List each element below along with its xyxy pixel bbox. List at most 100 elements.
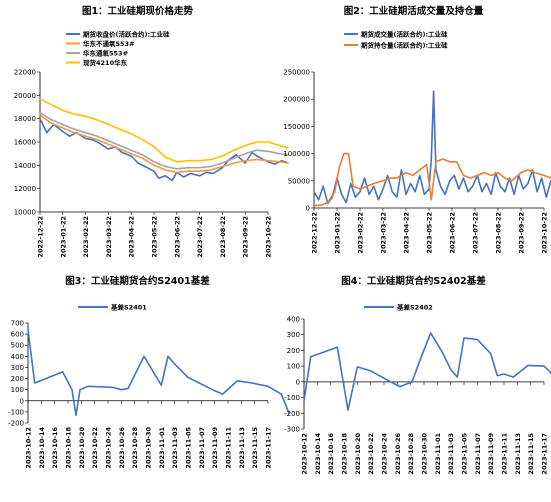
legend-label: 期货持仓量(活跃合约):工业硅 — [361, 41, 448, 50]
x-tick-label: 2023-11-01 — [434, 433, 442, 475]
x-tick-label: 2023-05-22 — [151, 216, 159, 258]
y-tick-label: 150000 — [283, 123, 310, 131]
x-tick-label: 2023-10-14 — [38, 427, 46, 469]
x-tick-label: 2023-11-15 — [251, 427, 259, 469]
x-tick-label: 2023-11-05 — [185, 427, 193, 469]
x-tick-label: 2023-10-30 — [145, 427, 153, 469]
legend-label: 华东不通氧553# — [83, 39, 135, 48]
x-tick-label: 2022-12-22 — [311, 212, 319, 254]
x-tick-label: 2023-08-22 — [495, 212, 503, 254]
x-tick-label: 2023-10-20 — [78, 427, 86, 469]
chart-title: 图4：工业硅期货合约S2402基差 — [341, 276, 486, 287]
x-tick-label: 2023-11-01 — [158, 427, 166, 469]
chart-title: 图1：工业硅期现价格走势 — [81, 6, 194, 17]
x-tick-label: 2023-11-05 — [461, 433, 469, 475]
x-tick-label: 2023-09-22 — [242, 216, 250, 258]
x-tick-label: 2023-07-22 — [472, 212, 480, 254]
y-tick-label: -100 — [8, 408, 24, 416]
y-tick-label: 600 — [11, 331, 24, 339]
chart-2-svg: 0 50000 100000 150000 200000 250000 2022-12-22… — [283, 30, 551, 254]
series-line — [39, 114, 289, 174]
legend-label: 期货收盘价(活跃合约):工业硅 — [83, 30, 170, 39]
y-tick-label: 100000 — [283, 150, 310, 158]
x-tick-label: 2023-10-24 — [105, 427, 113, 469]
series-line — [39, 112, 289, 170]
legend-label: 基差S2401 — [110, 303, 147, 312]
y-tick-label: 200 — [11, 375, 24, 383]
chart-panel-1: 图1：工业硅期现价格走势 10000 12000 14000 16000 18000 20… — [0, 0, 289, 258]
x-tick-label: 2023-11-17 — [541, 433, 549, 475]
x-tick-label: 2023-10-26 — [118, 427, 126, 469]
chart-panel-4: 图4：工业硅期货合约S2402基差 -300 -200 -100 0 100 200 300… — [276, 251, 551, 502]
x-tick-label: 2023-10-16 — [327, 433, 335, 475]
x-tick-label: 2023-08-22 — [219, 216, 227, 258]
y-tick-label: 200 — [287, 347, 300, 355]
x-tick-label: 2023-09-22 — [518, 212, 526, 254]
x-tick-label: 2023-10-28 — [407, 433, 415, 475]
y-tick-label: 300 — [11, 364, 24, 372]
x-tick-label: 2023-11-11 — [225, 427, 233, 469]
x-tick-label: 2023-10-12 — [25, 427, 33, 469]
x-tick-label: 2023-01-22 — [59, 216, 67, 258]
y-tick-label: 200000 — [283, 96, 310, 104]
x-tick-label: 2023-10-26 — [394, 433, 402, 475]
x-tick-label: 2023-10-16 — [51, 427, 59, 469]
x-tick-label: 2023-11-07 — [198, 427, 206, 469]
x-tick-label: 2023-10-18 — [341, 433, 349, 475]
y-tick-label: 0 — [20, 397, 24, 405]
chart-1-svg: 10000 12000 14000 16000 18000 20000 22000 2022-… — [14, 30, 289, 258]
y-tick-label: 250000 — [283, 69, 310, 77]
x-tick-label: 2023-02-22 — [357, 212, 365, 254]
x-tick-label: 2023-11-07 — [474, 433, 482, 475]
x-tick-label: 2023-10-14 — [314, 433, 322, 475]
y-tick-label: 0 — [306, 205, 310, 213]
x-tick-label: 2023-04-22 — [128, 216, 136, 258]
x-tick-label: 2023-10-22 — [265, 216, 273, 258]
y-tick-label: -200 — [284, 410, 300, 418]
y-tick-label: 22000 — [14, 69, 36, 77]
x-tick-label: 2023-11-15 — [527, 433, 535, 475]
x-tick-label: 2023-10-30 — [421, 433, 429, 475]
y-tick-label: -200 — [8, 420, 24, 428]
legend-label: 现货4210华东 — [83, 58, 128, 67]
x-tick-label: 2023-10-28 — [131, 427, 139, 469]
y-tick-label: 400 — [11, 353, 24, 361]
y-tick-label: 300 — [287, 331, 300, 339]
y-tick-label: -300 — [284, 426, 300, 434]
x-tick-label: 2023-10-24 — [381, 433, 389, 475]
legend-label: 期货成交量(活跃合约):工业硅 — [361, 30, 448, 39]
y-tick-label: -100 — [284, 394, 300, 402]
x-tick-label: 2023-06-22 — [449, 212, 457, 254]
legend-label: 基差S2402 — [396, 303, 433, 312]
chart-4-svg: -300 -200 -100 0 100 200 300 400 2023-10-12 2023-… — [284, 303, 551, 475]
x-tick-label: 2023-03-22 — [380, 212, 388, 254]
y-tick-label: 700 — [11, 320, 24, 328]
x-tick-label: 2023-02-22 — [82, 216, 90, 258]
chart-panel-2: 图2：工业硅期活成交量及持仓量 0 50000 100000 150000 200000… — [276, 0, 551, 254]
chart-title: 图3：工业硅期货合约S2401基差 — [65, 276, 210, 287]
x-tick-label: 2023-11-11 — [501, 433, 509, 475]
x-tick-label: 2023-11-17 — [265, 427, 273, 469]
x-tick-label: 2023-03-22 — [105, 216, 113, 258]
y-tick-label: 50000 — [288, 177, 310, 185]
y-tick-label: 20000 — [14, 92, 36, 100]
y-tick-label: 100 — [287, 363, 300, 371]
x-tick-label: 2023-05-22 — [426, 212, 434, 254]
x-tick-label: 2023-10-18 — [65, 427, 73, 469]
y-tick-label: 500 — [11, 342, 24, 350]
y-tick-label: 0 — [296, 378, 300, 386]
x-tick-label: 2023-10-22 — [367, 433, 375, 475]
y-tick-label: 14000 — [14, 162, 36, 170]
y-tick-label: 16000 — [14, 139, 36, 147]
x-tick-label: 2023-11-13 — [514, 433, 522, 475]
x-tick-label: 2023-07-22 — [196, 216, 204, 258]
y-tick-label: 12000 — [14, 185, 36, 193]
chart-3-svg: -200 -100 0 100 200 300 400 500 600 700 2023-10-12… — [8, 303, 291, 469]
y-tick-label: 10000 — [14, 209, 36, 217]
x-tick-label: 2023-04-22 — [403, 212, 411, 254]
x-tick-label: 2022-12-22 — [37, 216, 45, 258]
x-tick-label: 2023-11-09 — [211, 427, 219, 469]
legend-label: 华东通氧553# — [83, 49, 128, 58]
series-line — [39, 98, 289, 163]
x-tick-label: 2023-11-09 — [487, 433, 495, 475]
